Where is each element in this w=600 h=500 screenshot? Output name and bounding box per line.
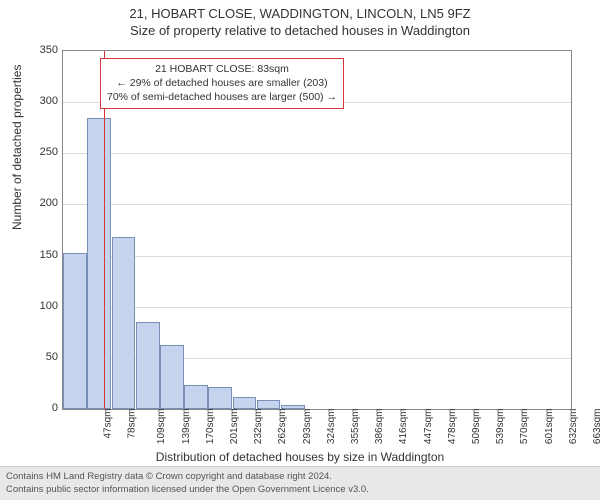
bar <box>112 237 136 409</box>
bar <box>233 397 257 409</box>
bar <box>136 322 160 409</box>
xtick-label: 663sqm <box>592 409 600 445</box>
bar <box>63 253 87 409</box>
xtick-label: 509sqm <box>471 409 482 445</box>
xtick-label: 78sqm <box>127 409 138 439</box>
annotation-line2: ← 29% of detached houses are smaller (20… <box>107 76 337 90</box>
gridline <box>63 256 571 257</box>
ytick-label: 250 <box>28 146 58 158</box>
annotation-line1: 21 HOBART CLOSE: 83sqm <box>107 62 337 76</box>
xtick-label: 539sqm <box>495 409 506 445</box>
ytick-label: 150 <box>28 249 58 261</box>
footer-line1: Contains HM Land Registry data © Crown c… <box>6 471 594 483</box>
xtick-label: 232sqm <box>253 409 264 445</box>
y-axis-label: Number of detached properties <box>10 65 24 230</box>
footer: Contains HM Land Registry data © Crown c… <box>0 466 600 500</box>
gridline <box>63 153 571 154</box>
title-line2: Size of property relative to detached ho… <box>0 21 600 38</box>
xtick-label: 324sqm <box>326 409 337 445</box>
ytick-label: 100 <box>28 300 58 312</box>
chart-container: 21, HOBART CLOSE, WADDINGTON, LINCOLN, L… <box>0 0 600 500</box>
footer-line2: Contains public sector information licen… <box>6 484 594 496</box>
gridline <box>63 204 571 205</box>
xtick-label: 416sqm <box>398 409 409 445</box>
bar <box>160 345 184 409</box>
xtick-label: 201sqm <box>229 409 240 445</box>
xtick-label: 293sqm <box>302 409 313 445</box>
xtick-label: 632sqm <box>568 409 579 445</box>
bar <box>87 118 111 410</box>
xtick-label: 355sqm <box>350 409 361 445</box>
xtick-label: 262sqm <box>278 409 289 445</box>
bar <box>184 385 208 409</box>
xtick-label: 139sqm <box>181 409 192 445</box>
ytick-label: 300 <box>28 95 58 107</box>
xtick-label: 570sqm <box>519 409 530 445</box>
title-line1: 21, HOBART CLOSE, WADDINGTON, LINCOLN, L… <box>0 0 600 21</box>
annotation-box: 21 HOBART CLOSE: 83sqm ← 29% of detached… <box>100 58 344 109</box>
ytick-label: 350 <box>28 44 58 56</box>
xtick-label: 601sqm <box>544 409 555 445</box>
bar <box>208 387 232 410</box>
xtick-label: 109sqm <box>157 409 168 445</box>
x-axis-label: Distribution of detached houses by size … <box>0 450 600 464</box>
ytick-label: 0 <box>28 402 58 414</box>
gridline <box>63 307 571 308</box>
ytick-label: 50 <box>28 351 58 363</box>
ytick-label: 200 <box>28 197 58 209</box>
xtick-label: 47sqm <box>103 409 114 439</box>
xtick-label: 386sqm <box>374 409 385 445</box>
xtick-label: 170sqm <box>205 409 216 445</box>
xtick-label: 478sqm <box>447 409 458 445</box>
annotation-line3: 70% of semi-detached houses are larger (… <box>107 90 337 104</box>
xtick-label: 447sqm <box>423 409 434 445</box>
